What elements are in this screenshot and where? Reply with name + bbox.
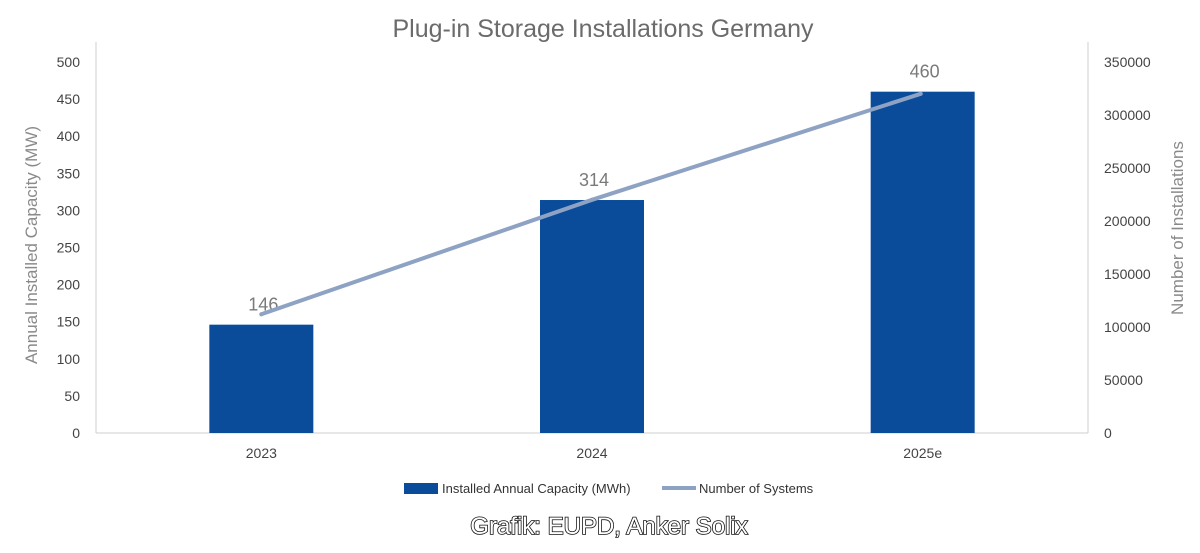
x-axis: 2023 2024 2025e xyxy=(246,445,943,461)
systems-point xyxy=(590,197,594,202)
legend-swatch-bar xyxy=(404,483,438,494)
right-tick-label: 150000 xyxy=(1104,266,1151,282)
left-tick-label: 350 xyxy=(57,165,81,181)
bar xyxy=(870,91,975,434)
left-tick-label: 0 xyxy=(72,425,80,441)
left-axis-title: Annual Installed Capacity (MW) xyxy=(22,126,41,364)
legend-label-systems: Number of Systems xyxy=(699,481,814,496)
x-tick-label: 2024 xyxy=(576,445,607,461)
left-y-axis: 0 50 100 150 200 250 300 350 400 450 500 xyxy=(57,54,81,441)
left-tick-label: 250 xyxy=(57,240,81,256)
right-tick-label: 250000 xyxy=(1104,160,1151,176)
right-y-axis: 0 50000 100000 150000 200000 250000 300000 3500… xyxy=(1104,54,1151,441)
chart-title: Plug-in Storage Installations Germany xyxy=(392,15,814,43)
bar xyxy=(209,324,314,433)
left-tick-label: 150 xyxy=(57,314,81,330)
legend: Installed Annual Capacity (MWh) Number o… xyxy=(404,481,814,496)
bar-series xyxy=(209,91,975,434)
bar-value-label: 460 xyxy=(910,62,940,82)
left-tick-label: 50 xyxy=(64,388,80,404)
left-tick-label: 100 xyxy=(57,351,81,367)
right-tick-label: 50000 xyxy=(1104,372,1143,388)
right-tick-label: 100000 xyxy=(1104,319,1151,335)
legend-label-capacity: Installed Annual Capacity (MWh) xyxy=(442,481,631,496)
bar-value-label: 314 xyxy=(579,170,609,190)
systems-point xyxy=(259,312,264,317)
bar xyxy=(540,200,644,433)
right-axis-title: Number of Installations xyxy=(1168,141,1187,315)
chart-credit: Grafik: EUPD, Anker Solix xyxy=(470,513,747,540)
left-tick-label: 450 xyxy=(57,91,81,107)
x-tick-label: 2025e xyxy=(903,445,942,461)
left-tick-label: 200 xyxy=(57,277,81,293)
right-tick-label: 0 xyxy=(1104,425,1112,441)
right-tick-label: 350000 xyxy=(1104,54,1151,70)
left-tick-label: 400 xyxy=(57,128,81,144)
right-tick-label: 300000 xyxy=(1104,107,1151,123)
right-tick-label: 200000 xyxy=(1104,213,1151,229)
left-tick-label: 300 xyxy=(57,202,81,218)
systems-point xyxy=(918,91,923,96)
x-tick-label: 2023 xyxy=(246,445,277,461)
line-series xyxy=(259,91,923,317)
left-tick-label: 500 xyxy=(57,54,81,70)
